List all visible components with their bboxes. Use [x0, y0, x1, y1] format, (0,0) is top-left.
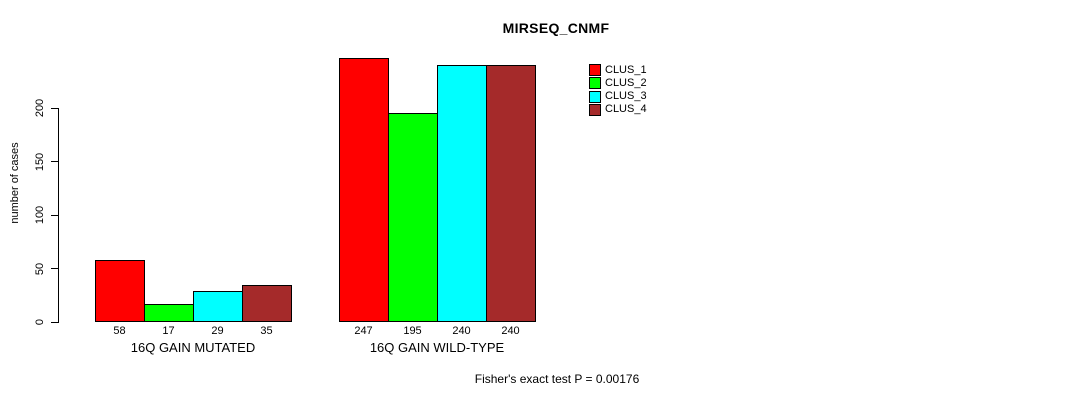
- bar-value-label: 29: [211, 325, 224, 337]
- y-tick-label: 50: [34, 262, 46, 275]
- legend-item: CLUS_2: [589, 76, 647, 90]
- y-tick-label: 0: [34, 318, 46, 326]
- y-axis-tick: [51, 268, 58, 269]
- bar-value-label: 58: [113, 325, 126, 337]
- chart-title: MIRSEQ_CNMF: [502, 20, 610, 36]
- bar-clus_4-group2: [486, 65, 536, 322]
- legend-label: CLUS_2: [605, 76, 647, 89]
- legend-swatch-clus_4: [589, 103, 601, 116]
- x-category-label: 16Q GAIN WILD-TYPE: [369, 340, 505, 355]
- legend-item: CLUS_3: [589, 90, 647, 103]
- bar-clus_3-group2: [437, 65, 487, 322]
- bar-value-label: 240: [452, 325, 471, 337]
- stat-annotation: Fisher's exact test P = 0.00176: [474, 372, 640, 386]
- legend-label: CLUS_1: [605, 63, 647, 76]
- bar-clus_1-group2: [339, 58, 389, 322]
- bar-clus_2-group1: [144, 304, 194, 322]
- legend-label: CLUS_4: [605, 103, 647, 116]
- legend-swatch-clus_3: [589, 90, 601, 103]
- bar-clus_3-group1: [193, 291, 243, 322]
- bar-value-label: 195: [403, 325, 422, 337]
- y-tick-label: 150: [34, 152, 46, 171]
- bar-clus_4-group1: [242, 285, 292, 322]
- bar-clus_2-group2: [388, 113, 438, 322]
- y-axis-tick: [51, 321, 58, 323]
- bar-value-label: 35: [260, 325, 273, 337]
- legend-item: CLUS_4: [589, 103, 647, 116]
- legend-swatch-clus_2: [589, 77, 601, 90]
- y-tick-label: 200: [34, 98, 46, 118]
- x-category-label: 16Q GAIN MUTATED: [130, 340, 256, 355]
- legend-label: CLUS_3: [605, 90, 647, 103]
- legend-swatch-clus_1: [589, 64, 601, 76]
- y-axis-tick: [51, 107, 58, 109]
- y-axis-tick: [51, 161, 58, 162]
- y-tick-label: 100: [34, 205, 46, 225]
- bar-clus_1-group1: [95, 260, 145, 322]
- bar-value-label: 17: [162, 325, 175, 337]
- bar-value-label: 240: [501, 325, 520, 337]
- y-axis-line: [58, 108, 59, 323]
- y-axis-label: number of cases: [9, 142, 21, 224]
- y-axis-tick: [51, 214, 58, 216]
- bar-value-label: 247: [354, 325, 373, 337]
- legend-item: CLUS_1: [589, 63, 647, 76]
